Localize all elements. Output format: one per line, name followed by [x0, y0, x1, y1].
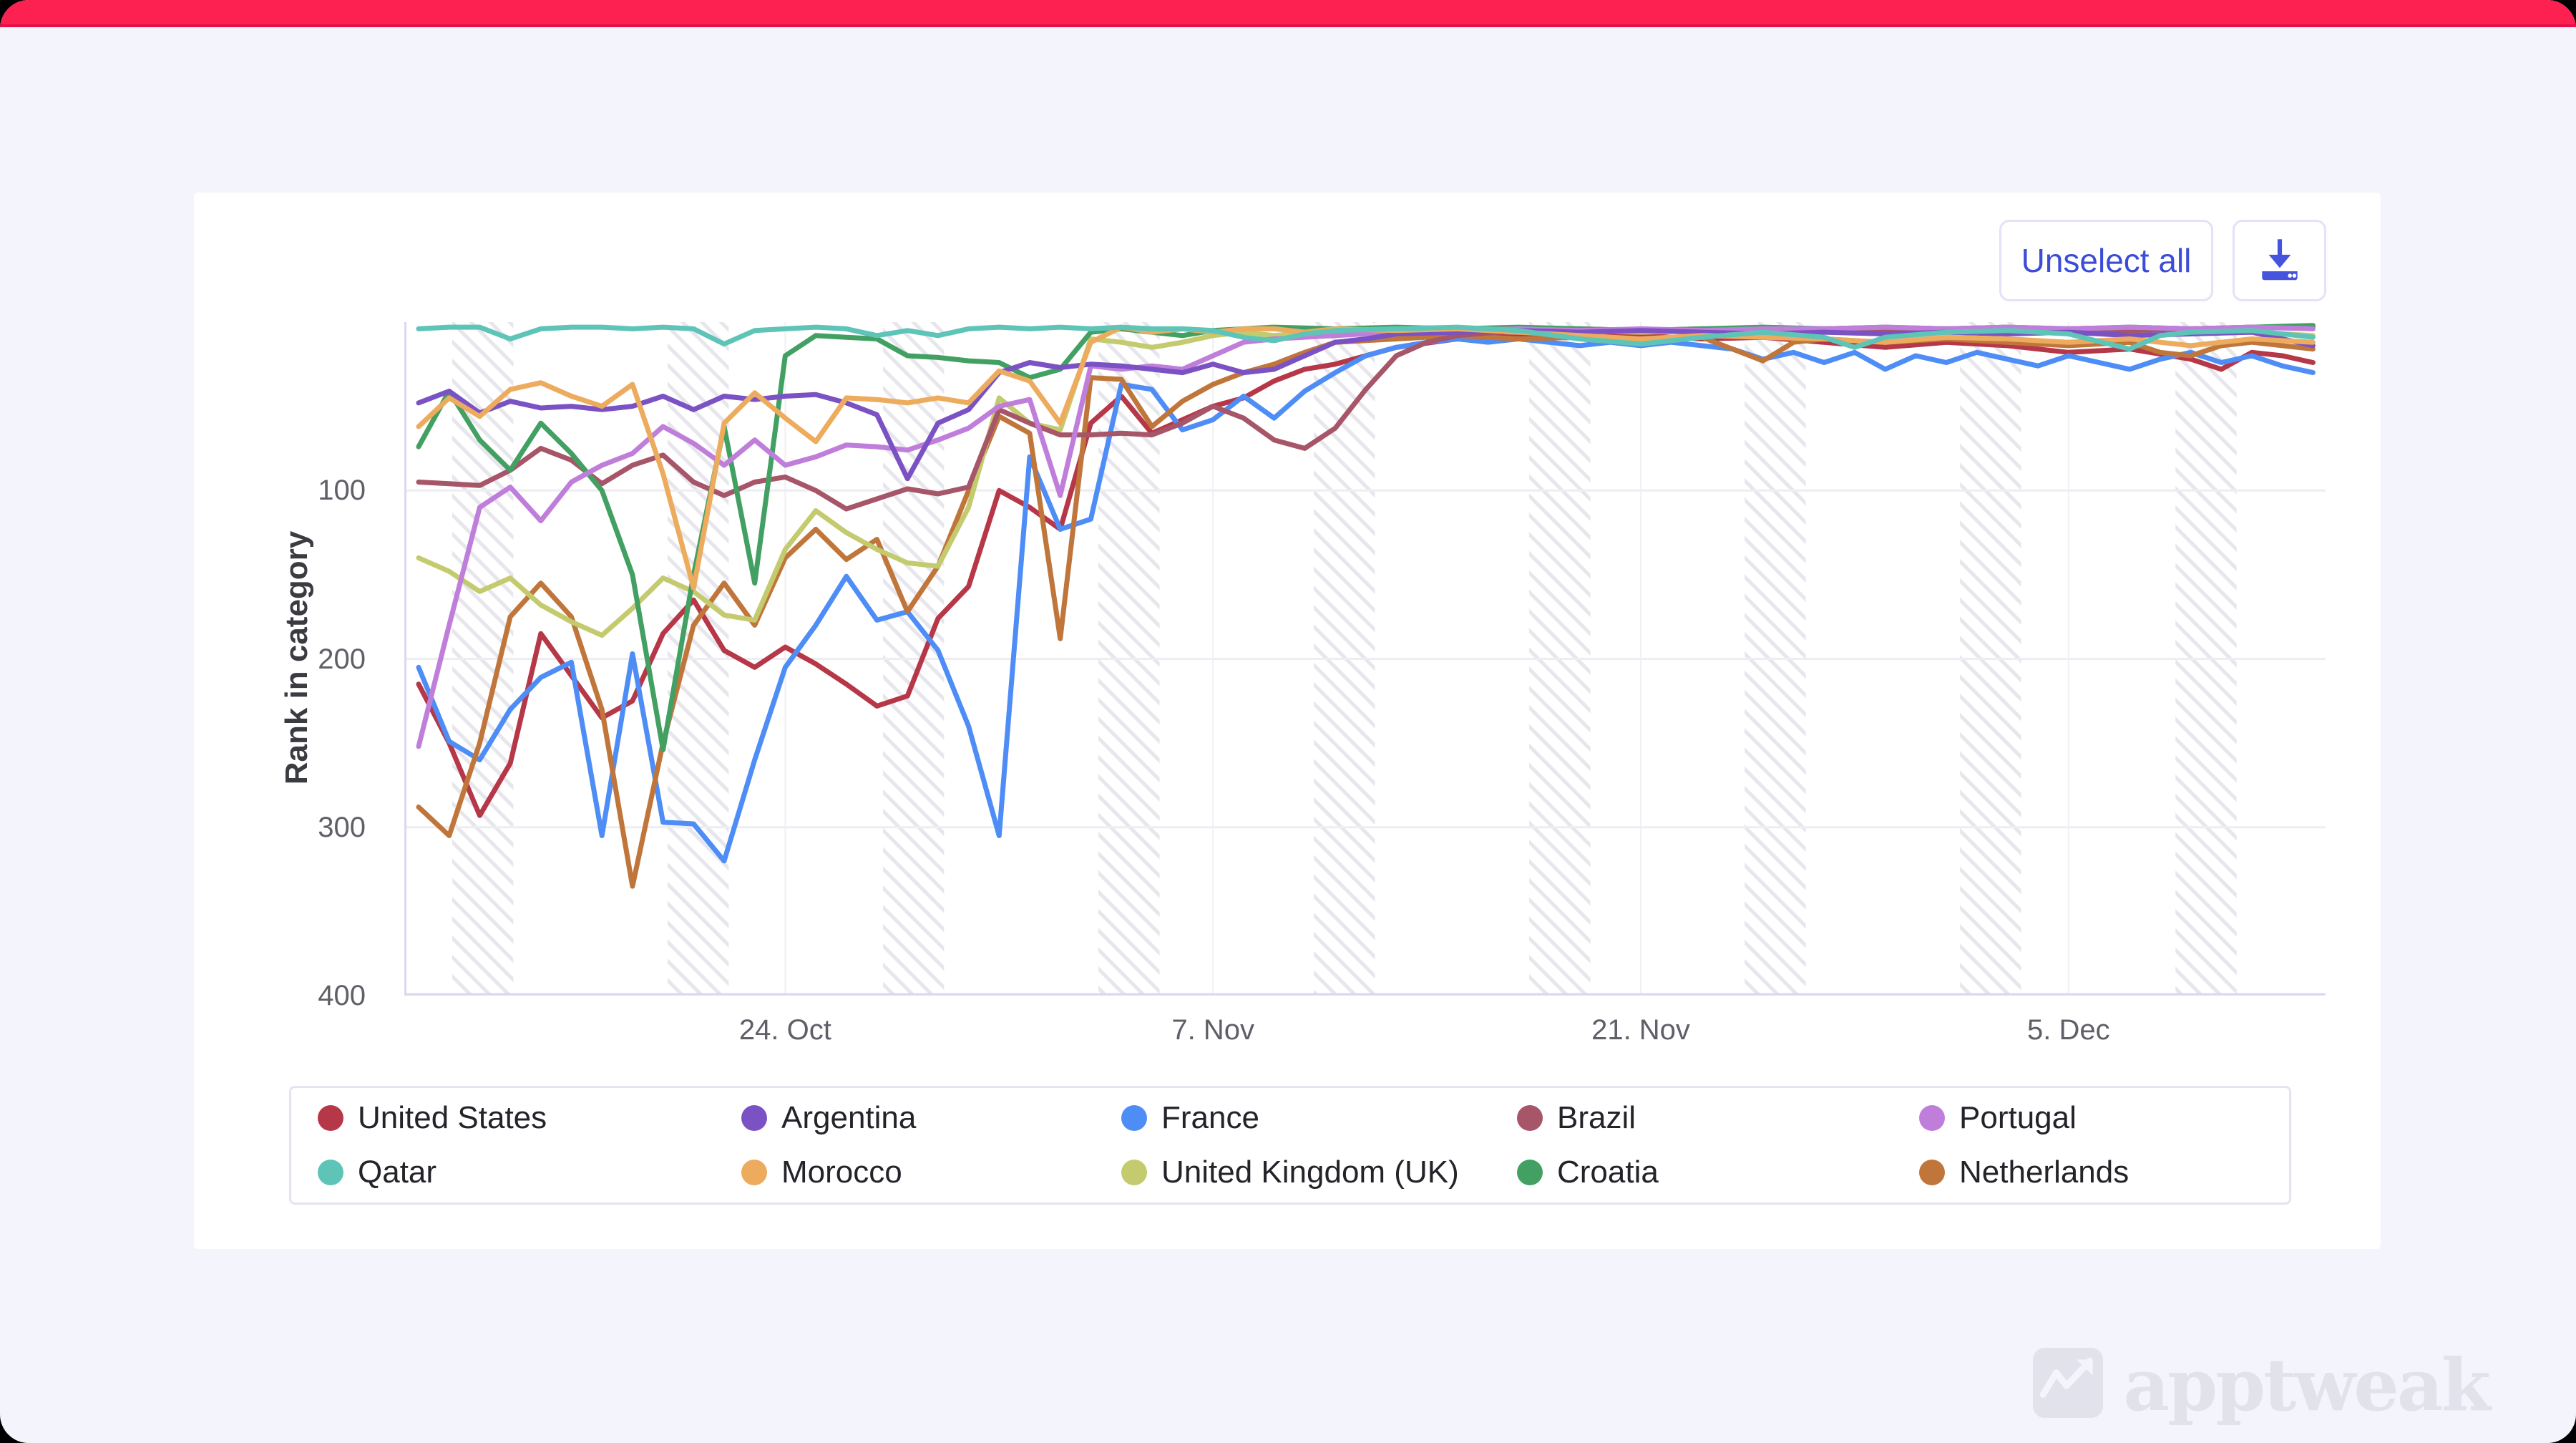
legend-color-dot: [1919, 1160, 1945, 1185]
apptweak-watermark: apptweak: [2031, 1342, 2491, 1427]
x-tick-label: 7. Nov: [1171, 1014, 1254, 1046]
x-tick-label: 21. Nov: [1591, 1014, 1690, 1046]
x-tick-label: 24. Oct: [738, 1014, 831, 1046]
legend-color-dot: [1517, 1160, 1543, 1185]
legend-item-united-kingdom-uk[interactable]: United Kingdom (UK): [1121, 1155, 1517, 1190]
legend-label: United Kingdom (UK): [1161, 1155, 1459, 1190]
y-tick-label: 200: [318, 643, 366, 675]
y-tick-label: 400: [318, 980, 366, 1011]
legend-label: Croatia: [1557, 1155, 1659, 1190]
legend-item-netherlands[interactable]: Netherlands: [1919, 1155, 2289, 1190]
legend-label: Morocco: [781, 1155, 902, 1190]
legend-item-brazil[interactable]: Brazil: [1517, 1100, 1919, 1136]
legend-item-france[interactable]: France: [1121, 1100, 1517, 1136]
legend-color-dot: [741, 1105, 767, 1131]
legend-color-dot: [318, 1105, 343, 1131]
legend-item-croatia[interactable]: Croatia: [1517, 1155, 1919, 1190]
series-line: [416, 336, 2316, 864]
series-line: [416, 324, 2316, 352]
x-tick-label: 5. Dec: [2026, 1014, 2110, 1046]
y-tick-label: 100: [318, 475, 366, 507]
legend-label: Netherlands: [1959, 1155, 2129, 1190]
line-chart: [404, 322, 2326, 997]
chart-card: Unselect all Rank in category 100 200 300 4…: [194, 193, 2381, 1249]
download-icon: [2253, 233, 2306, 289]
legend-color-dot: [1121, 1160, 1147, 1185]
legend-label: Argentina: [781, 1100, 917, 1135]
series-line: [416, 328, 2316, 482]
unselect-all-button[interactable]: Unselect all: [1999, 220, 2213, 301]
legend-item-qatar[interactable]: Qatar: [318, 1155, 741, 1190]
legend-label: Brazil: [1557, 1100, 1636, 1135]
legend-color-dot: [1121, 1105, 1147, 1131]
series-line: [416, 324, 2316, 749]
legend-label: Portugal: [1959, 1100, 2077, 1135]
legend-label: France: [1161, 1100, 1259, 1135]
legend-item-argentina[interactable]: Argentina: [741, 1100, 1121, 1136]
plot-area: [404, 322, 2326, 997]
unselect-all-label: Unselect all: [2021, 242, 2192, 279]
legend-label: United States: [358, 1100, 547, 1135]
legend-item-united-states[interactable]: United States: [318, 1100, 741, 1136]
legend-item-portugal[interactable]: Portugal: [1919, 1100, 2289, 1136]
watermark-text: apptweak: [2123, 1342, 2491, 1427]
legend-label: Qatar: [358, 1155, 437, 1190]
legend-color-dot: [1919, 1105, 1945, 1131]
legend-color-dot: [741, 1160, 767, 1185]
top-accent-bar: [0, 0, 2576, 27]
download-button[interactable]: [2233, 220, 2326, 301]
legend-color-dot: [318, 1160, 343, 1185]
legend-item-morocco[interactable]: Morocco: [741, 1155, 1121, 1190]
legend-color-dot: [1517, 1105, 1543, 1131]
chart-zigzag-logo: [2031, 1346, 2104, 1423]
chart-legend: United States Argentina France Brazil Portug…: [289, 1086, 2291, 1205]
y-tick-label: 300: [318, 811, 366, 843]
